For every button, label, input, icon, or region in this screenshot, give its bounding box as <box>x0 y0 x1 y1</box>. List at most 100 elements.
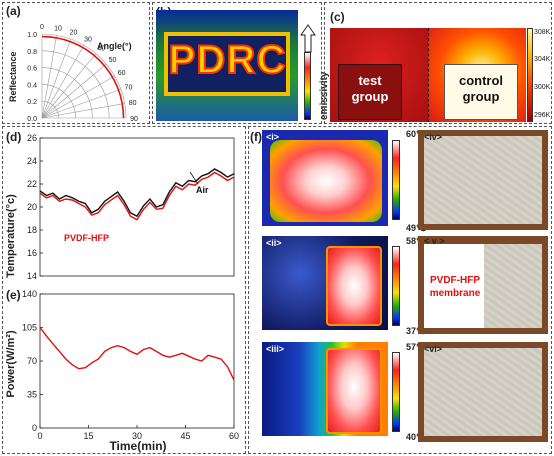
angle-tick-label: 90 <box>130 116 138 123</box>
y-tick-label: 140 <box>22 289 37 299</box>
radial-tick-label: 1.0 <box>27 32 37 39</box>
emissivity-thermal-image: P D R C <box>156 10 298 121</box>
angle-tick-label: 10 <box>54 25 62 32</box>
membrane-area <box>424 244 484 328</box>
power-axis-label: Power(W/m²) <box>5 330 17 398</box>
test-group-box: test group <box>338 64 402 120</box>
polar-spoke <box>41 103 125 119</box>
polar-spoke <box>41 75 115 119</box>
y-tick-label: 14 <box>27 271 37 281</box>
radial-tick-label: 0.6 <box>27 66 37 73</box>
y-tick-label: 35 <box>27 390 37 400</box>
panel-b <box>152 2 322 124</box>
polar-spoke <box>41 35 57 119</box>
pdrc-letters: P D R C <box>168 37 287 83</box>
x-tick-label: 60 <box>229 431 239 441</box>
panel-a-label: (a) <box>6 4 21 18</box>
plot-frame <box>39 293 235 429</box>
divider <box>428 28 429 122</box>
angle-tick-label: 0 <box>40 24 44 31</box>
polar-spoke <box>41 88 122 119</box>
pdrc-sample: P D R C <box>164 32 290 96</box>
y-tick-label: 18 <box>27 225 37 235</box>
polar-spoke <box>41 53 97 119</box>
hot-region-ii <box>326 246 382 326</box>
series-line-power <box>39 327 235 381</box>
angle-tick-label: 60 <box>118 70 126 77</box>
polar-ring <box>41 33 127 119</box>
scale-bottom-iii: 40℃ <box>406 432 427 442</box>
panel-f-label: (f) <box>250 130 262 144</box>
scale-bottom-i: 49℃ <box>406 223 427 233</box>
y-tick-label: 20 <box>27 202 37 212</box>
letter-d: D <box>195 37 226 83</box>
angle-tick-label: 70 <box>125 85 133 92</box>
angle-tick-label: 40 <box>97 46 105 53</box>
polar-ring <box>41 67 93 119</box>
y-tick-label: 105 <box>22 323 37 333</box>
scale-bottom-ii: 37℃ <box>406 326 427 336</box>
time-axis-label: Time(min) <box>109 439 166 453</box>
sub-label-iv: <iv> <box>424 132 443 142</box>
panel-f <box>248 126 552 454</box>
thermal-image-ii: <ii> <box>262 236 388 330</box>
y-tick-label: 16 <box>27 248 37 258</box>
temperature-scale-bar <box>527 28 533 122</box>
line-charts: 14 16 18 20 22 24 26 0 35 70 105 140 0 15 30 45 60 Temp… <box>5 133 239 453</box>
angle-tick-label: 50 <box>109 57 117 64</box>
photo-iv: <iv> <box>418 130 548 230</box>
hot-region-i <box>270 140 382 222</box>
thermal-image-iii: <iii> <box>262 342 388 436</box>
colorbar-ii <box>392 246 400 326</box>
radial-tick-label: 0.2 <box>27 99 37 106</box>
x-tick-label: 0 <box>37 431 42 441</box>
letter-c: C <box>256 37 287 83</box>
series-line-pvdf-hfp <box>39 171 235 221</box>
radial-tick-label: 0.8 <box>27 49 37 56</box>
annotation-air: Air <box>196 185 209 195</box>
radial-tick-label: 0.0 <box>27 116 37 123</box>
thermal-image-i: <i> <box>262 130 388 226</box>
sub-label-iii: <iii> <box>266 344 285 354</box>
scale-top-ii: 58℃ <box>406 236 427 246</box>
letter-p: P <box>168 37 197 83</box>
sample-surface-vi <box>424 348 542 436</box>
scale-top-i: 60℃ <box>406 129 427 139</box>
angle-label: Angle(°) <box>97 41 132 51</box>
sub-label-i: <i> <box>266 132 280 142</box>
angle-tick-label: 30 <box>84 36 92 43</box>
x-tick-label: 45 <box>180 431 190 441</box>
scale-tick-304: 304K <box>534 56 551 63</box>
panel-c <box>324 2 552 124</box>
annotation-pvdf-hfp: PVDF-HFP <box>64 233 109 243</box>
series-line-air <box>39 168 235 218</box>
scale-tick-308: 308K <box>534 29 551 36</box>
air-pointer <box>189 171 199 185</box>
sub-label-vi: <vi> <box>424 344 443 354</box>
temperature-simulation: test group control group <box>330 28 526 122</box>
colorbar-iii <box>392 352 400 432</box>
colorbar-i <box>392 140 400 220</box>
panel-a <box>2 2 150 124</box>
temperature-axis-label: Temperature(°c) <box>5 194 17 278</box>
emissivity-colorbar <box>304 52 311 120</box>
polar-ring <box>41 100 60 119</box>
y-tick-label: 24 <box>27 156 37 166</box>
sub-label-v: < v > <box>424 236 445 246</box>
scale-tick-296: 296K <box>534 112 551 119</box>
x-tick-label: 30 <box>132 431 142 441</box>
y-tick-label: 0 <box>32 423 37 433</box>
sample-surface-iv <box>424 136 542 224</box>
angle-tick-label: 80 <box>129 100 137 107</box>
polar-spoke <box>41 63 107 119</box>
polar-spoke <box>41 45 85 119</box>
emissivity-arrow-icon <box>300 24 316 53</box>
photo-v: < v > PVDF-HFP membrane <box>418 236 548 334</box>
reflectance-axis-label: Reflectance <box>8 51 18 102</box>
plot-frame <box>39 137 235 277</box>
membrane-label: PVDF-HFP membrane <box>429 275 481 299</box>
scale-top-iii: 57℃ <box>406 342 427 352</box>
hot-region-iii <box>326 348 382 434</box>
angle-tick-label: 20 <box>70 30 78 37</box>
